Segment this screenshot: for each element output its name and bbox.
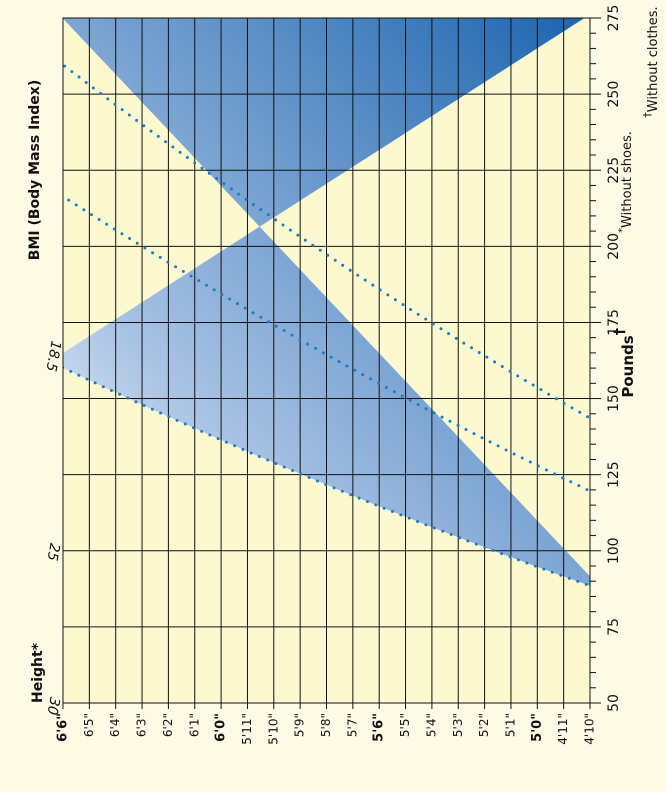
bmi-line-18-5 (63, 366, 590, 588)
weight-tick-label: 200 (606, 233, 622, 260)
height-tick-label: 5'11" (240, 713, 254, 745)
weight-tick-label: 275 (606, 5, 622, 32)
height-tick-label: 6'0" (214, 713, 229, 742)
height-tick-label: 6'2" (161, 713, 175, 737)
footnote-clothes-mark: † (641, 112, 654, 118)
height-tick-label: 4'11" (556, 713, 570, 745)
height-tick-label: 4'10" (583, 713, 597, 745)
weight-tick-label: 250 (606, 81, 622, 108)
height-tick-label: 5'9" (293, 713, 307, 737)
height-tick-label: 6'5" (82, 713, 96, 737)
height-tick-label: 5'7" (345, 713, 359, 737)
y-axis-title: Height* (30, 642, 46, 703)
weight-tick-label: 125 (606, 461, 622, 488)
height-tick-label: 5'0" (530, 713, 545, 742)
footnote-shoes: *Without shoes. (617, 131, 635, 233)
grid (63, 18, 590, 703)
height-tick-label: 5'8" (319, 713, 333, 737)
weight-tick-label: 75 (606, 618, 622, 636)
height-tick-label: 6'1" (187, 713, 201, 737)
bmi-value-label: 25 (44, 542, 63, 562)
weight-tick-label: 150 (606, 385, 622, 412)
bmi-line-30 (63, 62, 590, 420)
labels: Height* BMI (Body Mass Index) Pounds† *W… (27, 6, 661, 716)
weight-tick-label: 100 (606, 537, 622, 564)
height-tick-label: 5'4" (424, 713, 438, 737)
footnote-clothes: †Without clothes. (641, 6, 661, 117)
footnote-shoes-mark: * (617, 228, 628, 233)
x-axis-title: Pounds† (612, 328, 637, 397)
weight-tick-label: 50 (606, 694, 622, 712)
bmi-value-label: 30 (44, 696, 63, 716)
bmi-lines (63, 62, 590, 588)
chart-title: BMI (Body Mass Index) (27, 80, 43, 260)
footnote-clothes-text: Without clothes. (646, 6, 661, 112)
bmi-value-label: 18.5 (42, 339, 63, 373)
axis-ticks: 50 75 100 125 150 175 200 225 250 275 4'10" 4'11" 5'… (56, 5, 623, 745)
height-tick-label: 6'3" (135, 713, 149, 737)
height-tick-label: 5'1" (503, 713, 517, 737)
height-tick-label: 6'4" (108, 713, 122, 737)
weight-tick-label: 175 (606, 309, 622, 336)
height-tick-label: 6'6" (56, 713, 71, 742)
weight-tick-label: 225 (606, 157, 622, 184)
height-tick-label: 5'10" (266, 713, 280, 745)
height-tick-label: 5'6" (372, 713, 387, 742)
x-axis-title-text: Pounds (619, 335, 637, 397)
footnote-shoes-text: Without shoes. (620, 131, 635, 228)
height-tick-label: 5'2" (477, 713, 491, 737)
bmi-line-25 (63, 194, 590, 493)
height-tick-label: 5'3" (451, 713, 465, 737)
x-axis-title-mark: † (612, 328, 628, 335)
height-tick-label: 5'5" (398, 713, 412, 737)
